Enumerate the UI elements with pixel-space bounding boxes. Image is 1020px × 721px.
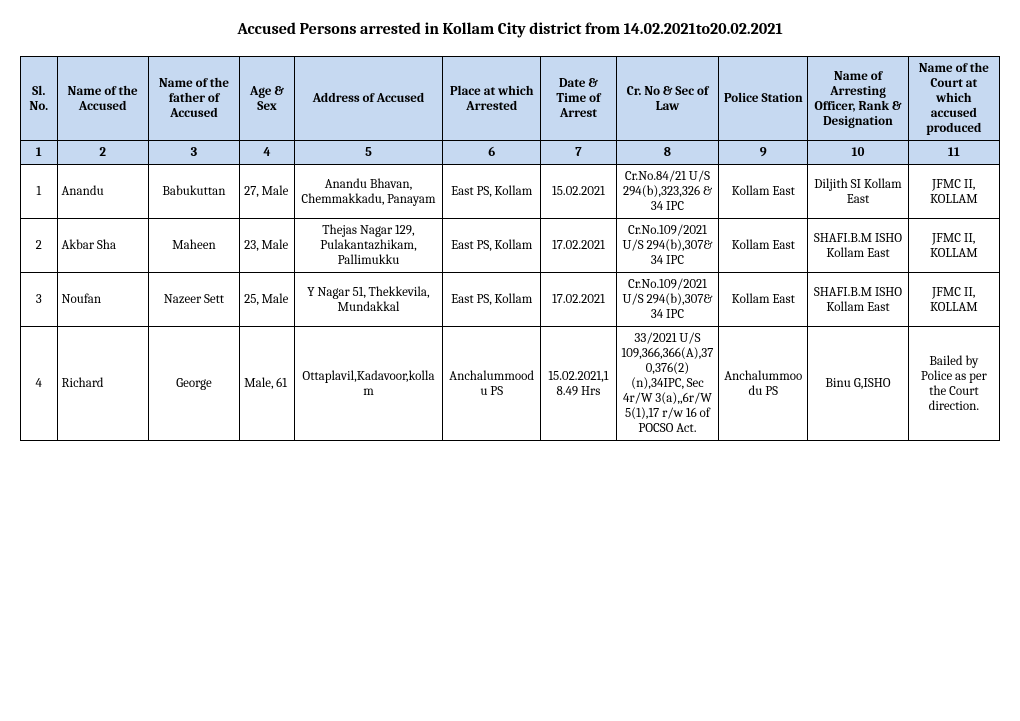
cell-age: 25, Male (240, 273, 295, 327)
colnum: 7 (541, 141, 616, 165)
table-row: 2Akbar ShaMaheen23, MaleThejas Nagar 129… (21, 219, 1000, 273)
cell-father: Nazeer Sett (148, 273, 239, 327)
cell-date: 17.02.2021 (541, 219, 616, 273)
cell-sl: 4 (21, 327, 58, 441)
col-crno: Cr. No & Sec of Law (616, 57, 719, 141)
col-court: Name of the Court at which accused produ… (908, 57, 999, 141)
col-place: Place at which Arrested (443, 57, 541, 141)
cell-station: Kollam East (719, 219, 808, 273)
cell-officer: Diljith SI Kollam East (808, 165, 908, 219)
cell-age: 27, Male (240, 165, 295, 219)
col-officer: Name of Arresting Officer, Rank & Design… (808, 57, 908, 141)
colnum: 2 (57, 141, 148, 165)
cell-court: JFMC II, KOLLAM (908, 219, 999, 273)
col-sl: Sl. No. (21, 57, 58, 141)
page-title: Accused Persons arrested in Kollam City … (20, 20, 1000, 38)
cell-crno: 33/2021 U/S 109,366,366(A),370,376(2)(n)… (616, 327, 719, 441)
cell-crno: Cr.No.84/21 U/S 294(b),323,326 & 34 IPC (616, 165, 719, 219)
header-num-row: 1 2 3 4 5 6 7 8 9 10 11 (21, 141, 1000, 165)
cell-sl: 2 (21, 219, 58, 273)
col-date: Date & Time of Arrest (541, 57, 616, 141)
cell-station: Kollam East (719, 273, 808, 327)
colnum: 4 (240, 141, 295, 165)
cell-father: Babukuttan (148, 165, 239, 219)
cell-court: JFMC II, KOLLAM (908, 165, 999, 219)
cell-place: East PS, Kollam (443, 219, 541, 273)
cell-court: JFMC II, KOLLAM (908, 273, 999, 327)
colnum: 5 (294, 141, 442, 165)
cell-place: Anchalummoodu PS (443, 327, 541, 441)
col-station: Police Station (719, 57, 808, 141)
colnum: 9 (719, 141, 808, 165)
cell-address: Ottaplavil,Kadavoor,kollam (294, 327, 442, 441)
cell-officer: Binu G,ISHO (808, 327, 908, 441)
cell-accused: Noufan (57, 273, 148, 327)
cell-crno: Cr.No.109/2021 U/S 294(b),307& 34 IPC (616, 219, 719, 273)
col-address: Address of Accused (294, 57, 442, 141)
col-age: Age & Sex (240, 57, 295, 141)
cell-officer: SHAFI.B.M ISHO Kollam East (808, 273, 908, 327)
cell-station: Kollam East (719, 165, 808, 219)
table-row: 1AnanduBabukuttan27, MaleAnandu Bhavan, … (21, 165, 1000, 219)
cell-crno: Cr.No.109/2021 U/S 294(b),307& 34 IPC (616, 273, 719, 327)
cell-place: East PS, Kollam (443, 165, 541, 219)
colnum: 10 (808, 141, 908, 165)
cell-father: George (148, 327, 239, 441)
cell-accused: Akbar Sha (57, 219, 148, 273)
colnum: 1 (21, 141, 58, 165)
cell-court: Bailed by Police as per the Court direct… (908, 327, 999, 441)
col-accused: Name of the Accused (57, 57, 148, 141)
arrest-table: Sl. No. Name of the Accused Name of the … (20, 56, 1000, 441)
cell-address: Anandu Bhavan, Chemmakkadu, Panayam (294, 165, 442, 219)
cell-father: Maheen (148, 219, 239, 273)
colnum: 8 (616, 141, 719, 165)
cell-officer: SHAFI.B.M ISHO Kollam East (808, 219, 908, 273)
cell-date: 17.02.2021 (541, 273, 616, 327)
cell-station: Anchalummoodu PS (719, 327, 808, 441)
cell-place: East PS, Kollam (443, 273, 541, 327)
colnum: 3 (148, 141, 239, 165)
colnum: 6 (443, 141, 541, 165)
colnum: 11 (908, 141, 999, 165)
cell-accused: Richard (57, 327, 148, 441)
cell-sl: 3 (21, 273, 58, 327)
cell-date: 15.02.2021,18.49 Hrs (541, 327, 616, 441)
table-row: 4RichardGeorgeMale, 61Ottaplavil,Kadavoo… (21, 327, 1000, 441)
cell-address: Thejas Nagar 129, Pulakantazhikam, Palli… (294, 219, 442, 273)
cell-age: Male, 61 (240, 327, 295, 441)
header-row: Sl. No. Name of the Accused Name of the … (21, 57, 1000, 141)
cell-address: Y Nagar 51, Thekkevila, Mundakkal (294, 273, 442, 327)
cell-accused: Anandu (57, 165, 148, 219)
col-father: Name of the father of Accused (148, 57, 239, 141)
table-row: 3NoufanNazeer Sett25, MaleY Nagar 51, Th… (21, 273, 1000, 327)
cell-date: 15.02.2021 (541, 165, 616, 219)
cell-sl: 1 (21, 165, 58, 219)
cell-age: 23, Male (240, 219, 295, 273)
